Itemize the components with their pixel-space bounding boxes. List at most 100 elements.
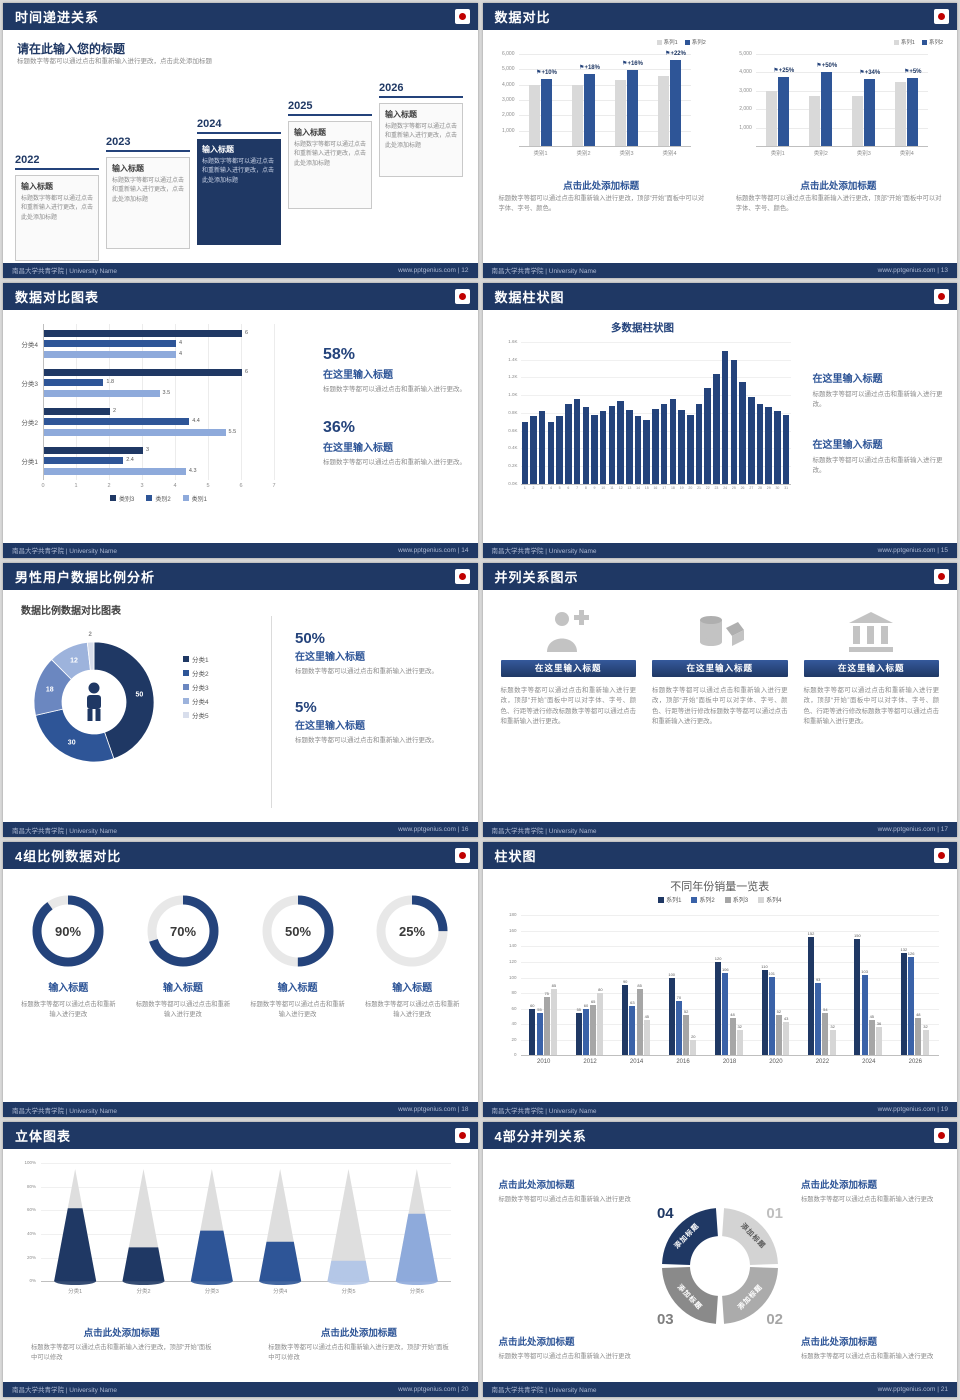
ring-segment <box>661 1208 718 1266</box>
legend-swatch <box>893 39 899 45</box>
slide-17-thumbnail[interactable]: 并列关系图示 在这里输入标题 标题数字等都可以通过点击和重新输入进行更改，顶部“开… <box>482 562 957 838</box>
card-body: 标题数字等都可以通过点击和重新输入进行更改，顶部“开始”面板中可以对字体、字号、… <box>500 686 637 726</box>
slide-13-thumbnail[interactable]: 数据对比 系列1 系列2 6,000 5,000 4,000 3,000 2,000 1,00… <box>482 3 957 278</box>
bar-series2 <box>777 77 789 146</box>
x-tick-label: 分类6 <box>409 1289 424 1296</box>
grouped-bar <box>622 985 629 1056</box>
slide-footer: 南昌大学共青学院 | University Name www.pptgenius… <box>482 822 957 838</box>
footer-site-page: www.pptgenius.com | 16 <box>398 826 468 833</box>
grouped-bar <box>876 1027 882 1056</box>
y-tick-label: 5,000 <box>739 51 752 57</box>
x-tick-label: 11 <box>610 485 614 490</box>
corner-title: 点击此处添加标题 <box>801 1336 878 1348</box>
slide-21-thumbnail[interactable]: 4部分并列关系 添加标题 01 添加标题 02 添加标题 03 添加标题 04 点击此处添加标题… <box>482 1122 957 1397</box>
male-person-icon <box>87 682 101 721</box>
x-tick-label: 4 <box>173 482 177 489</box>
slide-18-thumbnail[interactable]: 4组比例数据对比 90% 输入标题 标题数字等都可以通过点击和重新输入进行更改 70%… <box>3 842 478 1118</box>
ring-stat: 90% 输入标题 标题数字等都可以通过点击和重新输入进行更改 <box>11 891 126 1102</box>
slide-content: 数据比例数据对比图表 50 30 18 12 2 分类1 分类2 分类3 分类4 分类5 50% 在这里… <box>3 589 478 823</box>
column-bar <box>608 405 616 484</box>
slide-12-thumbnail[interactable]: 时间递进关系 请在此输入您的标题 标题数字等都可以通过点击和重新输入进行更改，点击… <box>3 3 478 278</box>
flag-icon: ⚑ <box>622 60 628 67</box>
progress-ring: 70% <box>147 895 219 967</box>
gridline <box>520 915 939 917</box>
y-tick-label: 160 <box>508 927 517 933</box>
bar-value-label: 32 <box>830 1024 835 1030</box>
y-tick-label: 80% <box>26 1183 36 1189</box>
bar-annotation: ⚑+18% <box>572 64 608 71</box>
x-tick-label: 20 <box>688 485 693 490</box>
column-bar <box>748 396 755 484</box>
card-body: 标题数字等都可以通过点击和重新输入进行更改，顶部“开始”面板中可以对字体、字号、… <box>652 686 788 726</box>
x-tick-label: 类别4 <box>899 151 914 157</box>
slide-16-thumbnail[interactable]: 男性用户数据比例分析 数据比例数据对比图表 50 30 18 12 2 分类1 分类2 分类3 分… <box>3 562 478 838</box>
slide-header-title: 并列关系图示 <box>494 569 579 585</box>
ring-progress-arc <box>376 895 448 967</box>
bar-series1 <box>808 96 820 146</box>
corner-body: 标题数字等都可以通过点击和重新输入进行更改 <box>801 1352 934 1360</box>
slide-20-thumbnail[interactable]: 立体图表 100% 80% 60% 40% 20% 0% 分类1 分类2 分类3 分类4 分类5 分类… <box>3 1122 478 1397</box>
caption-row: 点击此处添加标题 标题数字等都可以通过点击和重新输入进行更改，顶部“开始”面板中可… <box>3 1325 478 1363</box>
grouped-bar <box>690 1039 697 1056</box>
progress-ring: 50% <box>262 895 334 967</box>
slide-header: 4部分并列关系 <box>482 1122 957 1150</box>
bar-series2 <box>626 69 638 146</box>
y-tick-label: 60 <box>511 1005 517 1011</box>
bar-value-label: 54 <box>823 1007 828 1013</box>
grouped-bar <box>668 977 675 1056</box>
ring-stat: 50% 输入标题 标题数字等都可以通过点击和重新输入进行更改 <box>240 891 355 1102</box>
grouped-bar-chart: 180 160 140 120 100 80 60 40 20 0 60 55 75 85 2010 55 60… <box>495 909 945 1099</box>
x-tick-label: 8 <box>584 485 587 490</box>
slide-19-thumbnail[interactable]: 柱状图 不同年份销量一览表 系列1 系列2 系列3 系列4 180 160 140 120 100… <box>482 842 957 1118</box>
stat-block: 50% 在这里输入标题 标题数字等都可以通过点击和重新输入进行更改。 <box>295 630 460 677</box>
grouped-bar <box>643 1020 650 1056</box>
bar-annotation: ⚑+16% <box>615 60 651 67</box>
x-tick-label: 2026 <box>908 1059 922 1066</box>
h-bar <box>44 368 242 376</box>
column-bar <box>599 410 607 484</box>
bar-value-label: 4.4 <box>192 418 200 425</box>
x-tick-label: 分类2 <box>136 1289 151 1296</box>
slide-15-thumbnail[interactable]: 数据柱状图 多数据柱状图 1.6K 1.4K 1.2K 1.0K 0.8K 0.6K 0.4K… <box>482 282 957 558</box>
slide-header: 4组比例数据对比 <box>3 842 478 870</box>
gridline <box>76 323 77 480</box>
bar-value-label: 93 <box>815 977 821 983</box>
gridline <box>518 100 691 101</box>
bar-value-label: 150 <box>854 932 861 938</box>
footer-site-page: www.pptgenius.com | 13 <box>878 267 948 274</box>
bar-value-label: 52 <box>776 1008 782 1014</box>
slide-header: 数据对比 <box>482 3 957 30</box>
x-tick-label: 6 <box>567 485 570 490</box>
cone-fill <box>259 1241 302 1282</box>
legend-label: 系列4 <box>766 898 782 905</box>
footer-site: www.pptgenius.com <box>398 266 456 274</box>
bar-value-label: 60 <box>530 1002 535 1008</box>
bar-value-label: 32 <box>737 1024 742 1030</box>
footer-site-page: www.pptgenius.com | 19 <box>878 1106 948 1113</box>
column-bar <box>521 421 528 484</box>
column-bar <box>669 398 677 484</box>
x-axis <box>518 146 691 147</box>
footer-site-page: www.pptgenius.com | 15 <box>878 547 948 554</box>
grouped-bar <box>722 972 729 1056</box>
slide-14-thumbnail[interactable]: 数据对比图表 0 1 2 3 4 5 6 7 分类4 6 4 4 分类3 6 1.8 3.5 分类2 2 4.4 5.… <box>3 282 478 558</box>
bar-value-label: 126 <box>907 951 915 957</box>
y-tick-label: 0.8K <box>508 409 518 415</box>
annotation-label: +18% <box>584 64 600 71</box>
gridline <box>755 72 928 74</box>
legend-swatch <box>183 669 189 676</box>
ring-segment <box>721 1267 778 1325</box>
corner-block: 点击此处添加标题 标题数字等都可以通过点击和重新输入进行更改 <box>499 1334 639 1362</box>
legend-item: 系列3 <box>724 895 748 904</box>
progress-ring: 25% <box>376 895 448 967</box>
column-bar <box>782 415 790 484</box>
timeline-year: 2024 <box>197 118 281 134</box>
legend-swatch <box>182 495 189 502</box>
x-tick-label: 5 <box>206 482 210 489</box>
legend-label: 系列1 <box>666 898 682 905</box>
x-tick-label: 12 <box>618 485 623 490</box>
column-bar <box>538 410 546 484</box>
slide-header: 数据对比图表 <box>3 282 478 310</box>
footer-page-number: 14 <box>461 546 469 554</box>
